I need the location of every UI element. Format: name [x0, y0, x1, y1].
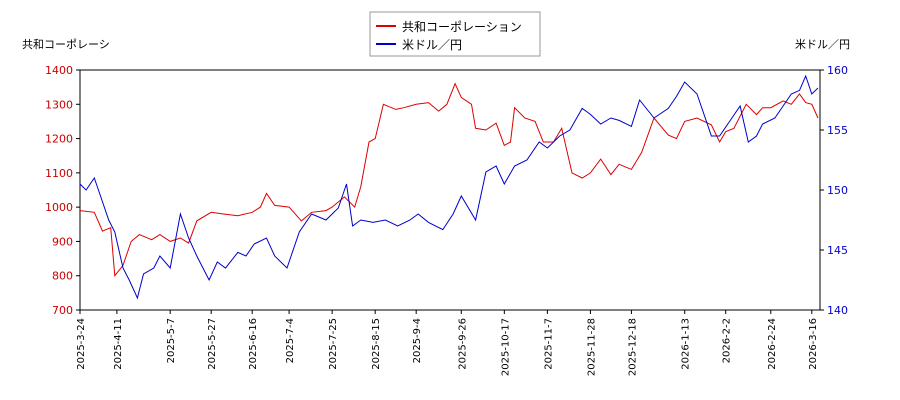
- x-tick-label: 2025-7-4: [285, 318, 296, 363]
- legend-label: 共和コーポレーション: [402, 20, 522, 34]
- x-tick-label: 2025-11-7: [543, 318, 554, 370]
- x-tick-label: 2025-11-28: [586, 318, 597, 376]
- y2-tick-label: 155: [827, 124, 848, 137]
- x-tick-label: 2025-10-17: [500, 318, 511, 376]
- x-tick-label: 2025-6-16: [248, 318, 259, 370]
- x-tick-label: 2026-1-13: [681, 318, 692, 370]
- y2-tick-label: 160: [827, 64, 848, 77]
- x-tick-label: 2025-3-24: [76, 318, 87, 370]
- y-tick-label: 1100: [45, 167, 73, 180]
- x-tick-label: 2025-8-15: [371, 318, 382, 370]
- x-tick-label: 2025-5-7: [166, 318, 177, 363]
- y-tick-label: 1000: [45, 201, 73, 214]
- series-line: [79, 82, 819, 277]
- y-tick-label: 1200: [45, 133, 73, 146]
- x-tick-label: 2025-5-27: [207, 318, 218, 370]
- y-tick-label: 1300: [45, 98, 73, 111]
- x-tick-label: 2025-9-26: [457, 318, 468, 370]
- x-tick-label: 2025-9-4: [412, 318, 423, 363]
- series-line: [79, 74, 819, 300]
- y-axis-label: 共和コーポレーシ: [22, 38, 110, 51]
- y2-tick-label: 140: [827, 304, 848, 317]
- y-tick-label: 800: [52, 270, 73, 283]
- x-tick-label: 2026-2-24: [767, 318, 778, 370]
- y2-axis-label: 米ドル／円: [795, 38, 850, 51]
- legend-box: [369, 11, 541, 57]
- x-tick-label: 2026-3-16: [808, 318, 819, 370]
- y-tick-label: 700: [52, 304, 73, 317]
- legend-label: 米ドル／円: [402, 38, 462, 52]
- y-tick-label: 900: [52, 235, 73, 248]
- y2-tick-label: 145: [827, 244, 848, 257]
- x-tick-label: 2026-2-2: [722, 318, 733, 363]
- y-tick-label: 1400: [45, 64, 73, 77]
- x-tick-label: 2025-4-11: [113, 318, 124, 370]
- x-tick-label: 2025-7-25: [328, 318, 339, 370]
- plot-frame: [79, 69, 821, 311]
- y2-tick-label: 150: [827, 184, 848, 197]
- x-tick-label: 2025-12-18: [627, 318, 638, 376]
